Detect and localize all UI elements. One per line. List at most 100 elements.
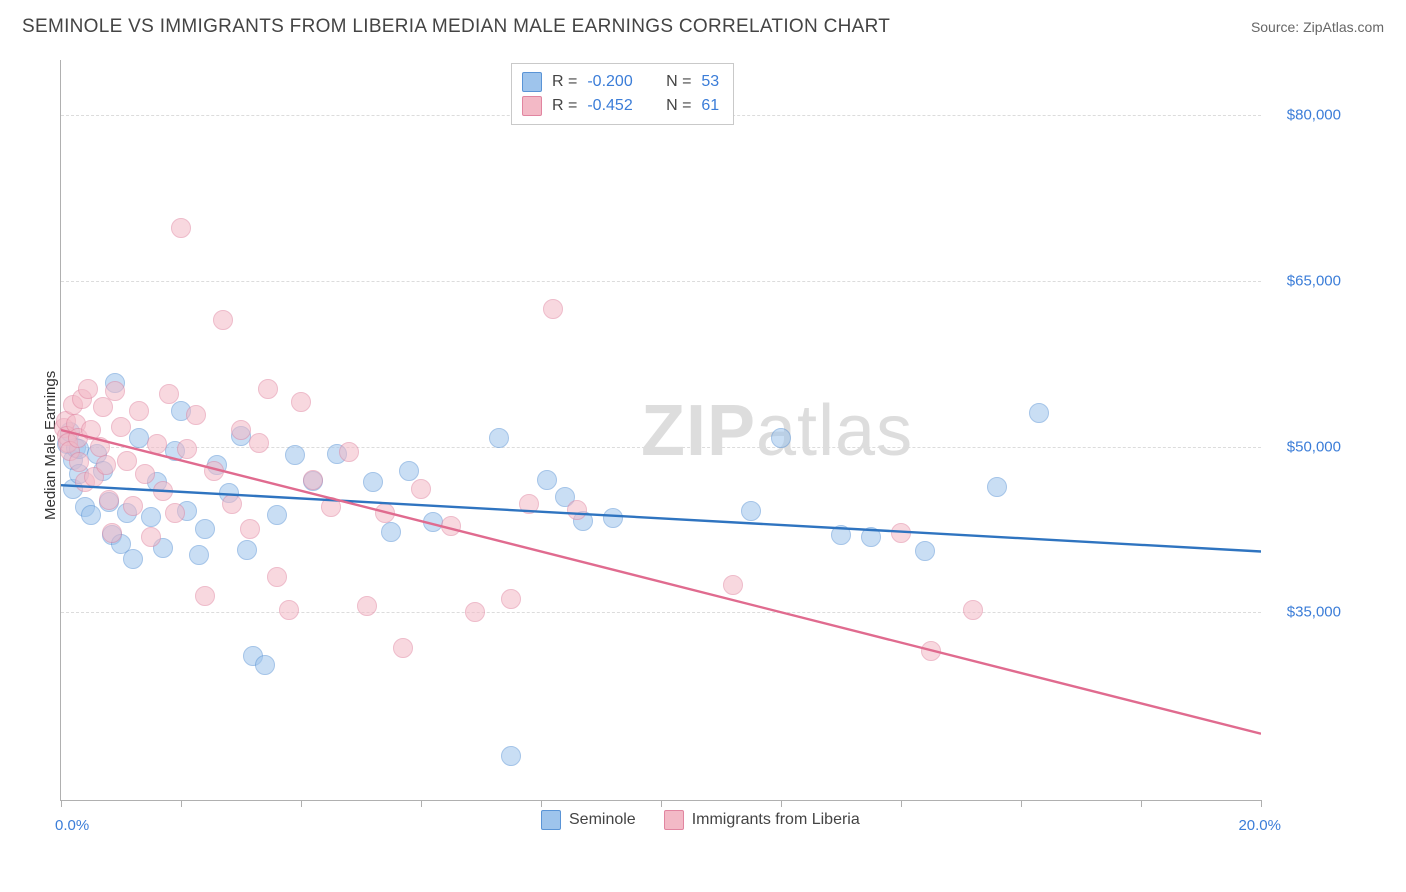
- x-tick: [181, 800, 182, 807]
- legend-swatch: [541, 810, 561, 830]
- data-point: [141, 527, 161, 547]
- data-point: [357, 596, 377, 616]
- data-point: [567, 500, 587, 520]
- gridline: [61, 447, 1261, 448]
- data-point: [141, 507, 161, 527]
- data-point: [258, 379, 278, 399]
- data-point: [135, 464, 155, 484]
- y-tick-label: $50,000: [1271, 438, 1341, 455]
- data-point: [441, 516, 461, 536]
- x-tick: [1141, 800, 1142, 807]
- data-point: [489, 428, 509, 448]
- data-point: [165, 503, 185, 523]
- data-point: [375, 503, 395, 523]
- stats-r-value: -0.452: [587, 97, 632, 115]
- data-point: [543, 299, 563, 319]
- stats-legend: R = -0.200 N = 53R = -0.452 N = 61: [511, 63, 734, 125]
- data-point: [861, 527, 881, 547]
- data-point: [153, 481, 173, 501]
- data-point: [339, 442, 359, 462]
- data-point: [363, 472, 383, 492]
- stats-r-value: -0.200: [587, 73, 632, 91]
- stats-n-label: N =: [666, 73, 691, 91]
- stats-n-value: 53: [701, 73, 719, 91]
- legend-swatch: [664, 810, 684, 830]
- data-point: [831, 525, 851, 545]
- stats-n-label: N =: [666, 97, 691, 115]
- x-tick: [61, 800, 62, 807]
- x-tick: [661, 800, 662, 807]
- data-point: [195, 519, 215, 539]
- data-point: [81, 505, 101, 525]
- source-label: Source: ZipAtlas.com: [1251, 19, 1384, 35]
- data-point: [102, 523, 122, 543]
- data-point: [129, 428, 149, 448]
- data-point: [111, 417, 131, 437]
- data-point: [123, 496, 143, 516]
- data-point: [399, 461, 419, 481]
- data-point: [213, 310, 233, 330]
- stats-row: R = -0.452 N = 61: [522, 94, 719, 118]
- data-point: [915, 541, 935, 561]
- y-tick-label: $35,000: [1271, 604, 1341, 621]
- chart-title: SEMINOLE VS IMMIGRANTS FROM LIBERIA MEDI…: [22, 16, 890, 38]
- trend-line: [61, 430, 1261, 734]
- legend-swatch: [522, 72, 542, 92]
- data-point: [123, 549, 143, 569]
- data-point: [171, 218, 191, 238]
- data-point: [519, 494, 539, 514]
- data-point: [741, 501, 761, 521]
- data-point: [285, 445, 305, 465]
- data-point: [186, 405, 206, 425]
- data-point: [255, 655, 275, 675]
- data-point: [99, 490, 119, 510]
- gridline: [61, 281, 1261, 282]
- data-point: [291, 392, 311, 412]
- data-point: [465, 602, 485, 622]
- data-point: [963, 600, 983, 620]
- data-point: [147, 434, 167, 454]
- x-label-right: 20.0%: [1238, 817, 1281, 834]
- data-point: [69, 452, 89, 472]
- data-point: [393, 638, 413, 658]
- data-point: [90, 437, 110, 457]
- data-point: [279, 600, 299, 620]
- data-point: [303, 470, 323, 490]
- data-point: [78, 379, 98, 399]
- y-tick-label: $65,000: [1271, 272, 1341, 289]
- data-point: [159, 384, 179, 404]
- data-point: [921, 641, 941, 661]
- data-point: [240, 519, 260, 539]
- x-tick: [1021, 800, 1022, 807]
- data-point: [129, 401, 149, 421]
- data-point: [537, 470, 557, 490]
- x-tick: [901, 800, 902, 807]
- data-point: [603, 508, 623, 528]
- data-point: [891, 523, 911, 543]
- x-tick: [421, 800, 422, 807]
- chart-header: SEMINOLE VS IMMIGRANTS FROM LIBERIA MEDI…: [0, 0, 1406, 44]
- legend-label: Seminole: [569, 811, 636, 829]
- data-point: [771, 428, 791, 448]
- data-point: [231, 420, 251, 440]
- legend-item: Seminole: [541, 810, 636, 830]
- series-legend: SeminoleImmigrants from Liberia: [541, 810, 860, 830]
- data-point: [501, 589, 521, 609]
- x-tick: [301, 800, 302, 807]
- stats-r-label: R =: [552, 97, 577, 115]
- chart-container: Median Male Earnings $35,000$50,000$65,0…: [60, 60, 1350, 800]
- stats-row: R = -0.200 N = 53: [522, 70, 719, 94]
- data-point: [381, 522, 401, 542]
- stats-r-label: R =: [552, 73, 577, 91]
- x-tick: [781, 800, 782, 807]
- data-point: [249, 433, 269, 453]
- data-point: [987, 477, 1007, 497]
- data-point: [267, 567, 287, 587]
- data-point: [321, 497, 341, 517]
- y-tick-label: $80,000: [1271, 107, 1341, 124]
- legend-swatch: [522, 96, 542, 116]
- data-point: [96, 455, 116, 475]
- data-point: [204, 461, 224, 481]
- data-point: [237, 540, 257, 560]
- data-point: [267, 505, 287, 525]
